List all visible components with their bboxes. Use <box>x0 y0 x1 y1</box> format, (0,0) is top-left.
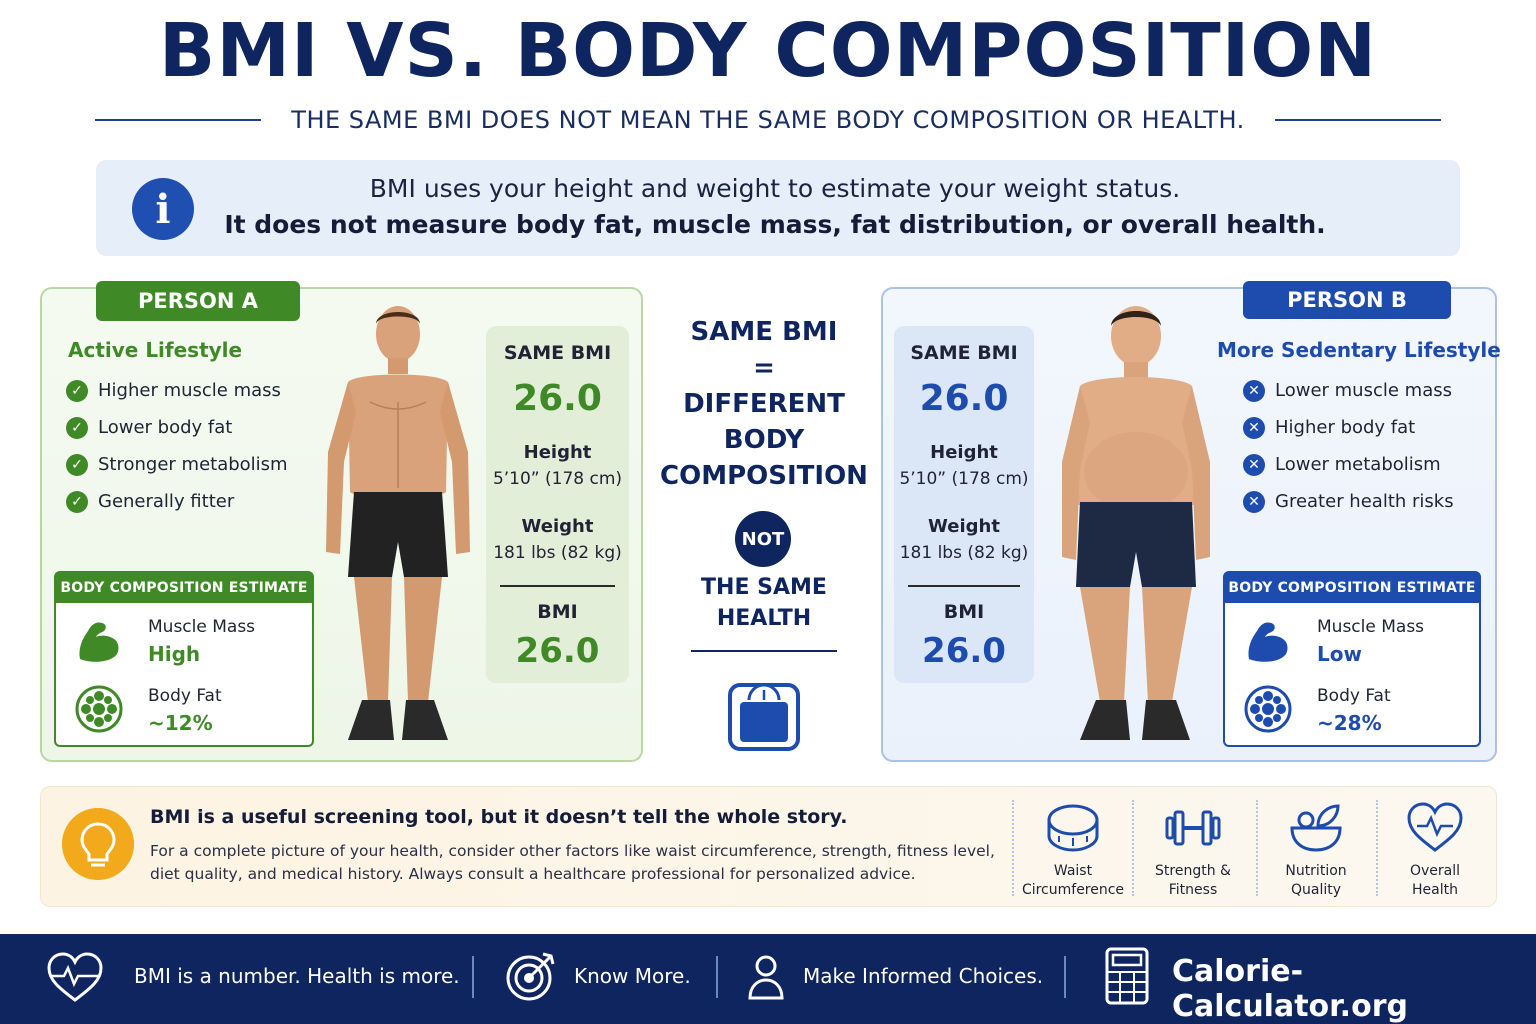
footer-tagline: BMI is a number. Health is more. <box>134 964 460 988</box>
x-mark-icon: ✕ <box>1243 453 1265 476</box>
subtitle-rule-left <box>95 119 262 121</box>
footer-informed-choices: Make Informed Choices. <box>803 964 1044 988</box>
person-b-lifestyle: More Sedentary Lifestyle <box>1217 338 1501 362</box>
subtitle-row: THE SAME BMI DOES NOT MEAN THE SAME BODY… <box>95 104 1442 136</box>
info-line-2: It does not measure body fat, muscle mas… <box>224 210 1326 239</box>
list-item: ✕ Greater health risks <box>1243 483 1454 520</box>
page-title: BMI VS. BODY COMPOSITION <box>158 8 1378 94</box>
factor-strength: Strength & Fitness <box>1134 800 1252 900</box>
same-bmi-label: SAME BMI <box>910 342 1018 364</box>
person-b-traits: ✕ Lower muscle mass ✕ Higher body fat ✕ Low… <box>1243 372 1454 520</box>
center-rule <box>691 650 837 652</box>
person-a-figure <box>326 306 470 740</box>
bmi-value: 26.0 <box>515 631 600 671</box>
weight-value: 181 lbs (82 kg) <box>899 543 1029 563</box>
divider <box>1132 800 1134 896</box>
divider <box>1256 800 1258 896</box>
divider <box>472 956 474 998</box>
center-statement: SAME BMI = DIFFERENT BODY COMPOSITION <box>660 317 868 491</box>
composition-heading: BODY COMPOSITION ESTIMATE <box>1225 573 1479 603</box>
muscle-row: Muscle Mass Low <box>1225 609 1479 669</box>
bmi-label: BMI <box>943 601 985 623</box>
person-b-stats-card: SAME BMI 26.0 Height 5’10” (178 cm) Weig… <box>894 326 1034 683</box>
check-icon: ✓ <box>66 453 88 476</box>
flexed-bicep-icon <box>1248 622 1288 662</box>
same-bmi-value: 26.0 <box>513 378 602 419</box>
fat-cells-icon <box>75 685 123 733</box>
tip-body: For a complete picture of your health, c… <box>150 842 995 883</box>
info-line-1: BMI uses your height and weight to estim… <box>369 174 1181 203</box>
same-bmi-value: 26.0 <box>919 378 1009 419</box>
divider <box>908 585 1020 587</box>
x-mark-icon: ✕ <box>1243 490 1265 513</box>
info-banner <box>96 160 1460 256</box>
tip-banner <box>40 786 1497 907</box>
divider <box>1376 800 1378 896</box>
footer-know-more: Know More. <box>574 964 691 988</box>
x-mark-icon: ✕ <box>1243 379 1265 402</box>
fat-row: Body Fat ~12% <box>56 678 312 738</box>
person-a-tag: PERSON A <box>96 281 300 321</box>
weight-label: Weight <box>521 516 594 537</box>
calculator-icon <box>1105 947 1149 1005</box>
subtitle-rule-right <box>1274 119 1442 121</box>
target-icon <box>506 952 555 1001</box>
fat-cells-icon <box>1244 685 1292 733</box>
dumbbell-icon <box>1165 810 1221 846</box>
composition-heading: BODY COMPOSITION ESTIMATE <box>56 573 312 603</box>
divider <box>500 585 615 587</box>
person-b-figure <box>1062 306 1210 740</box>
person-b-composition-card: BODY COMPOSITION ESTIMATE Muscle Mass Lo… <box>1223 571 1481 747</box>
check-icon: ✓ <box>66 416 88 439</box>
list-item: ✓ Higher muscle mass <box>66 372 288 409</box>
fat-row: Body Fat ~28% <box>1225 678 1479 738</box>
same-bmi-label: SAME BMI <box>503 342 612 364</box>
info-icon: i <box>132 178 194 240</box>
list-item: ✕ Higher body fat <box>1243 409 1454 446</box>
check-icon: ✓ <box>66 379 88 402</box>
list-item: ✓ Generally fitter <box>66 483 288 520</box>
person-a-traits: ✓ Higher muscle mass ✓ Lower body fat ✓ Str… <box>66 372 288 520</box>
scale-icon <box>728 683 800 751</box>
weight-value: 181 lbs (82 kg) <box>493 543 622 563</box>
height-label: Height <box>523 442 592 463</box>
person-b-tag: PERSON B <box>1243 281 1451 319</box>
person-a-stats-card: SAME BMI 26.0 Height 5’10” (178 cm) Weig… <box>486 326 629 683</box>
center-health-statement: THE SAME HEALTH <box>701 575 827 631</box>
factor-overall-health: Overall Health <box>1376 800 1494 900</box>
person-a-lifestyle: Active Lifestyle <box>68 338 243 362</box>
tape-measure-icon <box>1047 804 1099 852</box>
list-item: ✕ Lower metabolism <box>1243 446 1454 483</box>
divider <box>1012 800 1014 896</box>
weight-label: Weight <box>928 516 1000 537</box>
list-item: ✓ Lower body fat <box>66 409 288 446</box>
brand-link[interactable]: Calorie-Calculator.org <box>1172 954 1408 1024</box>
height-value: 5’10” (178 cm) <box>899 469 1029 489</box>
subtitle: THE SAME BMI DOES NOT MEAN THE SAME BODY… <box>291 106 1245 134</box>
divider <box>716 956 718 998</box>
factor-waist: Waist Circumference <box>1014 800 1132 900</box>
lightbulb-icon <box>62 808 134 880</box>
person-icon <box>748 955 784 1000</box>
heart-pulse-icon <box>47 952 103 1002</box>
factor-nutrition: Nutrition Quality <box>1257 800 1375 900</box>
tip-heading: BMI is a useful screening tool, but it d… <box>150 806 848 828</box>
muscle-row: Muscle Mass High <box>56 609 312 669</box>
list-item: ✕ Lower muscle mass <box>1243 372 1454 409</box>
x-mark-icon: ✕ <box>1243 416 1265 439</box>
person-a-composition-card: BODY COMPOSITION ESTIMATE Muscle Mass Hi… <box>54 571 314 747</box>
salad-bowl-icon <box>1290 804 1342 852</box>
not-badge: NOT <box>735 511 791 567</box>
list-item: ✓ Stronger metabolism <box>66 446 288 483</box>
heart-pulse-icon <box>1407 802 1463 852</box>
check-icon: ✓ <box>66 490 88 513</box>
bmi-value: 26.0 <box>922 631 1006 671</box>
flexed-bicep-icon <box>79 622 119 662</box>
height-value: 5’10” (178 cm) <box>492 469 623 489</box>
bmi-label: BMI <box>537 601 578 623</box>
height-label: Height <box>930 442 998 463</box>
divider <box>1064 956 1066 998</box>
